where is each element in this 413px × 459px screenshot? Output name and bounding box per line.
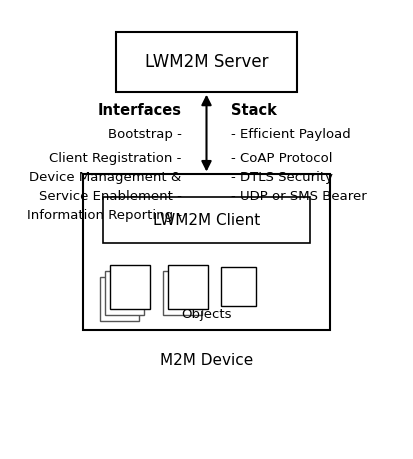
Bar [105,271,145,315]
Text: Service Enablement -: Service Enablement - [39,190,182,203]
Text: Objects: Objects [181,308,232,321]
Text: Information Reporting -: Information Reporting - [26,209,182,222]
Text: LWM2M Client: LWM2M Client [153,213,260,228]
Bar [169,265,208,308]
Bar [83,174,330,330]
Bar [163,271,202,315]
Text: Bootstrap -: Bootstrap - [108,129,182,141]
Text: M2M Device: M2M Device [160,353,253,368]
Text: - UDP or SMS Bearer: - UDP or SMS Bearer [231,190,367,203]
Bar [221,267,256,307]
Text: - DTLS Security: - DTLS Security [231,171,333,184]
Text: - Efficient Payload: - Efficient Payload [231,129,351,141]
Text: Interfaces: Interfaces [98,103,182,118]
Bar [116,32,297,92]
Text: LWM2M Server: LWM2M Server [145,53,268,71]
Text: Client Registration -: Client Registration - [49,152,182,165]
Text: - CoAP Protocol: - CoAP Protocol [231,152,333,165]
Text: Stack: Stack [231,103,277,118]
Bar [111,265,150,308]
Text: Device Management &: Device Management & [29,171,182,184]
Bar [103,197,310,243]
Bar [100,277,139,320]
